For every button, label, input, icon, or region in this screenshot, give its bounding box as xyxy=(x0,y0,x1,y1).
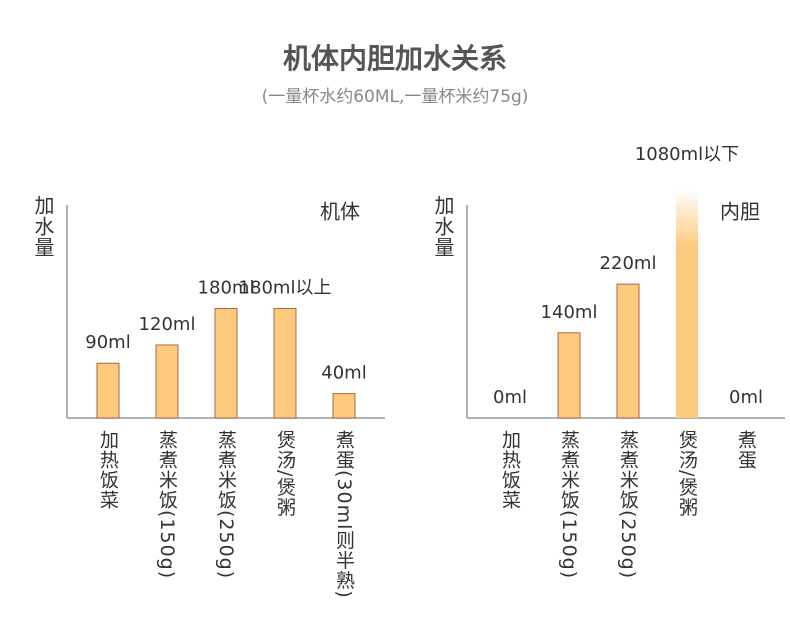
category-label: 蒸煮米饭(150g) xyxy=(558,430,580,579)
bar xyxy=(557,332,581,419)
bar xyxy=(676,190,698,418)
value-label: 90ml xyxy=(85,332,130,353)
category-label: 煲汤/煲粥 xyxy=(274,430,296,518)
y-axis-label: 加水量 xyxy=(31,195,55,258)
bar xyxy=(96,362,120,419)
category-label: 煮蛋 xyxy=(735,430,757,470)
bar xyxy=(616,283,640,419)
value-label: 180ml以上 xyxy=(239,277,332,298)
value-label: 0ml xyxy=(493,387,527,408)
corner-label: 机体 xyxy=(320,200,360,224)
value-label: 0ml xyxy=(729,387,763,408)
category-label: 加热饭菜 xyxy=(97,430,119,510)
subtitle: (一量杯水约60ML,一量杯米约75g) xyxy=(262,87,529,107)
title: 机体内胆加水关系 xyxy=(283,42,507,75)
category-label: 加热饭菜 xyxy=(499,430,521,510)
category-label: 蒸煮米饭(250g) xyxy=(215,430,237,579)
value-label: 1080ml以下 xyxy=(635,144,739,165)
bar xyxy=(214,307,238,419)
corner-label: 内胆 xyxy=(720,200,760,224)
category-label: 蒸煮米饭(250g) xyxy=(617,430,639,579)
value-label: 140ml xyxy=(541,302,598,323)
value-label: 220ml xyxy=(600,253,657,274)
category-label: 煲汤/煲粥 xyxy=(676,430,698,518)
value-label: 120ml xyxy=(139,314,196,335)
category-label: 蒸煮米饭(150g) xyxy=(156,430,178,579)
value-label: 40ml xyxy=(321,363,366,384)
bar xyxy=(332,393,356,419)
y-axis-label: 加水量 xyxy=(431,195,455,258)
value-label: 180ml xyxy=(198,277,255,298)
bar xyxy=(155,344,179,419)
bar xyxy=(273,307,297,419)
category-label: 煮蛋(30ml则半熟) xyxy=(333,430,355,599)
